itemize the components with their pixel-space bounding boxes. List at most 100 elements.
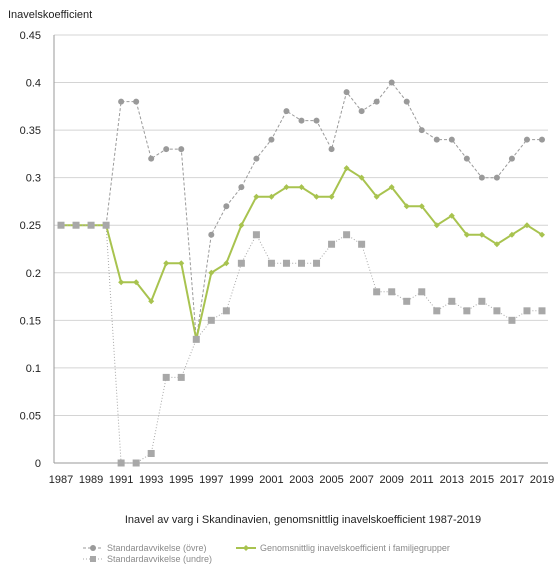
y-tick-label: 0.3 — [26, 173, 41, 185]
data-point-circle — [163, 146, 170, 153]
data-point-circle — [433, 136, 440, 143]
x-tick-label: 2019 — [530, 474, 554, 486]
data-point-circle — [118, 98, 125, 105]
data-point-diamond — [283, 184, 290, 191]
y-tick-label: 0.2 — [26, 268, 41, 280]
legend-label-mean: Genomsnittlig inavelskoefficient i famil… — [260, 543, 450, 553]
data-point-diamond — [133, 279, 140, 286]
data-point-diamond — [148, 298, 155, 305]
legend-swatch-lower-marker — [90, 556, 96, 562]
data-point-diamond — [238, 222, 245, 229]
y-tick-label: 0.1 — [26, 363, 41, 375]
x-tick-label: 1987 — [49, 474, 73, 486]
data-point-circle — [238, 184, 245, 191]
data-point-diamond — [388, 184, 395, 191]
data-point-diamond — [313, 193, 320, 200]
x-tick-labels: 1987 1989 1991 1993 1995 1997 1999 2001 2003 2005… — [49, 474, 554, 486]
data-point-circle — [328, 146, 335, 153]
data-point-circle — [463, 155, 470, 162]
data-point-circle — [508, 155, 515, 162]
data-point-square — [523, 307, 531, 315]
y-tick-label: 0.25 — [20, 220, 41, 232]
data-point-circle — [358, 108, 365, 115]
series-markers — [57, 79, 546, 467]
data-point-square — [298, 259, 305, 267]
data-point-circle — [539, 136, 545, 143]
data-point-diamond — [223, 260, 230, 267]
data-point-square — [57, 221, 65, 229]
data-point-diamond — [298, 184, 305, 191]
y-tick-label: 0.4 — [26, 78, 41, 90]
legend-label-lower: Standardavvikelse (undre) — [107, 554, 212, 564]
data-point-square — [72, 221, 80, 229]
data-point-circle — [418, 127, 425, 134]
data-point-square — [267, 259, 275, 267]
x-tick-label: 2013 — [440, 474, 464, 486]
data-point-circle — [343, 89, 350, 96]
y-tick-labels: 0 0.05 0.1 0.15 0.2 0.25 0.3 0.35 0.4 0.45 — [20, 30, 41, 470]
data-point-square — [207, 316, 215, 324]
data-point-square — [132, 459, 140, 467]
data-point-square — [418, 288, 426, 296]
data-point-square — [147, 449, 155, 457]
x-tick-label: 2001 — [259, 474, 283, 486]
data-point-diamond — [208, 269, 215, 276]
data-point-square — [448, 297, 456, 305]
data-point-circle — [208, 231, 215, 238]
data-point-square — [222, 307, 230, 315]
data-point-square — [328, 240, 336, 248]
legend-swatch-upper-marker — [90, 545, 96, 551]
data-point-circle — [388, 79, 395, 86]
data-point-square — [313, 259, 321, 267]
data-point-circle — [493, 174, 500, 181]
data-point-diamond — [163, 260, 170, 267]
x-axis-title: Inavel av varg i Skandinavien, genomsnit… — [125, 514, 481, 526]
data-point-diamond — [178, 260, 185, 267]
data-point-circle — [478, 174, 485, 181]
data-point-square — [282, 259, 290, 267]
gridlines — [53, 34, 548, 464]
data-point-circle — [298, 117, 305, 124]
data-point-diamond — [523, 222, 530, 229]
data-point-diamond — [493, 241, 500, 248]
x-tick-label: 2003 — [289, 474, 313, 486]
data-point-diamond — [343, 165, 350, 172]
data-point-diamond — [253, 193, 260, 200]
x-tick-label: 2017 — [500, 474, 524, 486]
y-axis-title: Inavelskoefficient — [8, 9, 92, 21]
legend-item-upper: Standardavvikelse (övre) — [83, 543, 207, 553]
data-point-diamond — [328, 193, 335, 200]
data-point-circle — [373, 98, 380, 105]
x-tick-label: 1993 — [139, 474, 163, 486]
data-point-square — [252, 231, 260, 239]
data-point-square — [192, 335, 200, 343]
data-point-square — [373, 288, 381, 296]
x-tick-label: 1997 — [199, 474, 223, 486]
x-tick-label: 2005 — [319, 474, 343, 486]
data-point-square — [358, 240, 366, 248]
y-tick-label: 0.15 — [20, 315, 41, 327]
data-point-diamond — [268, 193, 275, 200]
data-point-square — [493, 307, 501, 315]
legend-item-mean: Genomsnittlig inavelskoefficient i famil… — [236, 543, 450, 553]
data-point-square — [237, 259, 245, 267]
data-point-diamond — [373, 193, 380, 200]
legend: Standardavvikelse (övre) Genomsnittlig i… — [83, 543, 450, 564]
data-point-circle — [178, 146, 185, 153]
data-point-square — [117, 459, 125, 467]
data-point-diamond — [433, 222, 440, 229]
data-point-square — [162, 373, 170, 381]
data-point-circle — [133, 98, 140, 105]
data-point-diamond — [508, 231, 515, 238]
data-point-square — [177, 373, 185, 381]
data-point-square — [478, 297, 486, 305]
data-point-circle — [148, 155, 155, 162]
x-tick-label: 2009 — [379, 474, 403, 486]
data-point-square — [87, 221, 95, 229]
data-point-square — [463, 307, 471, 315]
data-point-circle — [283, 108, 290, 115]
data-point-circle — [523, 136, 530, 143]
data-point-circle — [313, 117, 320, 124]
legend-item-lower: Standardavvikelse (undre) — [83, 554, 212, 564]
